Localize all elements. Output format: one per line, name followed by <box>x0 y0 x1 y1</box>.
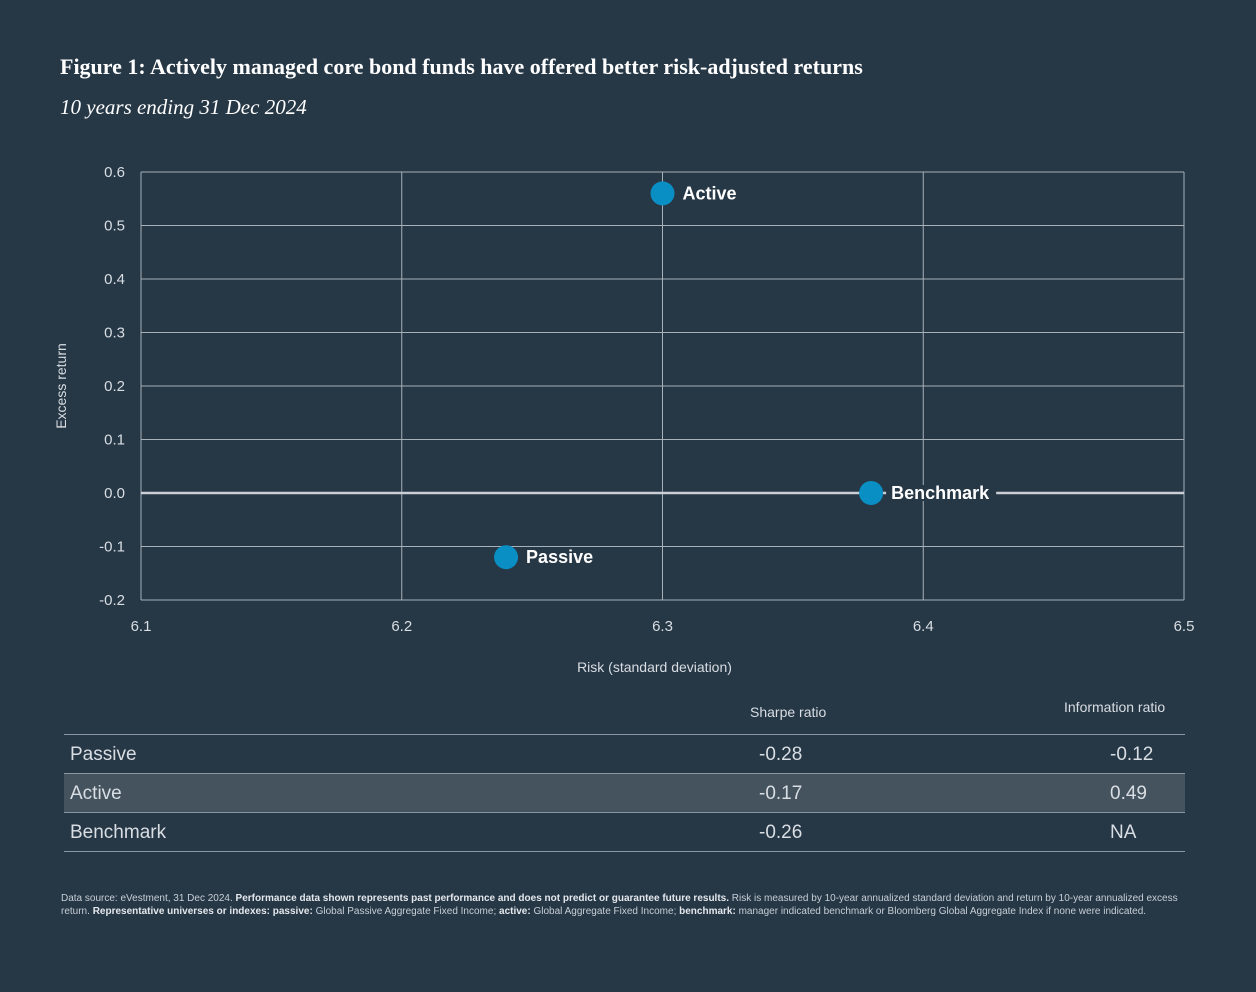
y-tick-label: 0.6 <box>104 164 125 181</box>
row-sharpe: -0.28 <box>759 744 803 765</box>
y-axis-title: Excess return <box>53 343 69 429</box>
figure-title: Figure 1: Actively managed core bond fun… <box>60 54 863 79</box>
y-tick-label: -0.2 <box>99 592 125 609</box>
y-tick-label: 0.2 <box>104 378 125 395</box>
row-info: NA <box>1110 822 1137 843</box>
x-tick-label: 6.2 <box>391 618 412 635</box>
footnote-text: manager indicated benchmark or Bloomberg… <box>735 905 1147 917</box>
row-sharpe: -0.26 <box>759 822 803 843</box>
y-tick-label: 0.5 <box>104 218 125 235</box>
axis-ticks: -0.2 -0.1 0.0 0.1 0.2 0.3 0.4 0.5 0.6 6.1 6.2 6.3 6.… <box>99 164 1194 635</box>
footnote-text: Risk is measured by 10-year annualized s… <box>61 893 1178 917</box>
information-ratio-header: Information ratio <box>1064 699 1166 715</box>
x-tick-label: 6.5 <box>1174 618 1195 635</box>
footnote-text: Data source: eVestment, 31 Dec 2024. <box>61 893 236 904</box>
table-row: Active -0.17 0.49 <box>64 774 1185 813</box>
footnote-bold: Performance data shown represents past p… <box>235 893 730 904</box>
footnote: Data source: eVestment, 31 Dec 2024. Per… <box>61 893 1197 918</box>
ratio-table: Passive -0.28 -0.12 Active -0.17 0.49 Be… <box>64 734 1185 852</box>
footnote-bold: Representative universes or indexes: pas… <box>92 905 313 917</box>
y-tick-label: -0.1 <box>99 539 125 556</box>
x-axis-title: Risk (standard deviation) <box>577 659 732 675</box>
footnote-bold: active: <box>499 905 531 917</box>
scatter-chart: -0.2 -0.1 0.0 0.1 0.2 0.3 0.4 0.5 0.6 6.1 6.2 6.3 6.… <box>53 164 1194 675</box>
row-name: Passive <box>70 744 137 765</box>
y-tick-label: 0.3 <box>104 325 125 342</box>
row-info: 0.49 <box>1110 783 1147 804</box>
chart-grid <box>140 171 1185 601</box>
y-tick-label: 0.0 <box>104 485 125 502</box>
row-info: -0.12 <box>1110 744 1154 765</box>
label-mask <box>886 485 997 501</box>
footnote-bold: benchmark: <box>679 905 736 917</box>
x-tick-label: 6.4 <box>913 618 934 635</box>
row-name: Active <box>70 783 122 804</box>
footnote-text: Global Aggregate Fixed Income; <box>530 905 680 917</box>
x-tick-label: 6.1 <box>131 618 152 635</box>
data-point-active <box>650 181 675 206</box>
figure-subtitle: 10 years ending 31 Dec 2024 <box>60 95 307 119</box>
row-sharpe: -0.17 <box>759 783 803 804</box>
y-tick-label: 0.4 <box>104 271 125 288</box>
data-label-passive: Passive <box>526 547 593 567</box>
data-label-benchmark: Benchmark <box>891 483 990 503</box>
y-tick-label: 0.1 <box>104 432 125 449</box>
table-row: Passive -0.28 -0.12 <box>64 735 1185 774</box>
x-tick-label: 6.3 <box>652 618 673 635</box>
data-point-passive <box>494 545 519 570</box>
data-point-benchmark <box>859 481 884 505</box>
sharpe-ratio-header: Sharpe ratio <box>750 704 827 720</box>
row-name: Benchmark <box>70 822 167 843</box>
data-label-active: Active <box>683 183 737 203</box>
footnote-text: Global Passive Aggregate Fixed Income; <box>312 905 500 917</box>
table-row: Benchmark -0.26 NA <box>64 813 1185 852</box>
data-points: Active Benchmark Passive <box>494 181 997 570</box>
